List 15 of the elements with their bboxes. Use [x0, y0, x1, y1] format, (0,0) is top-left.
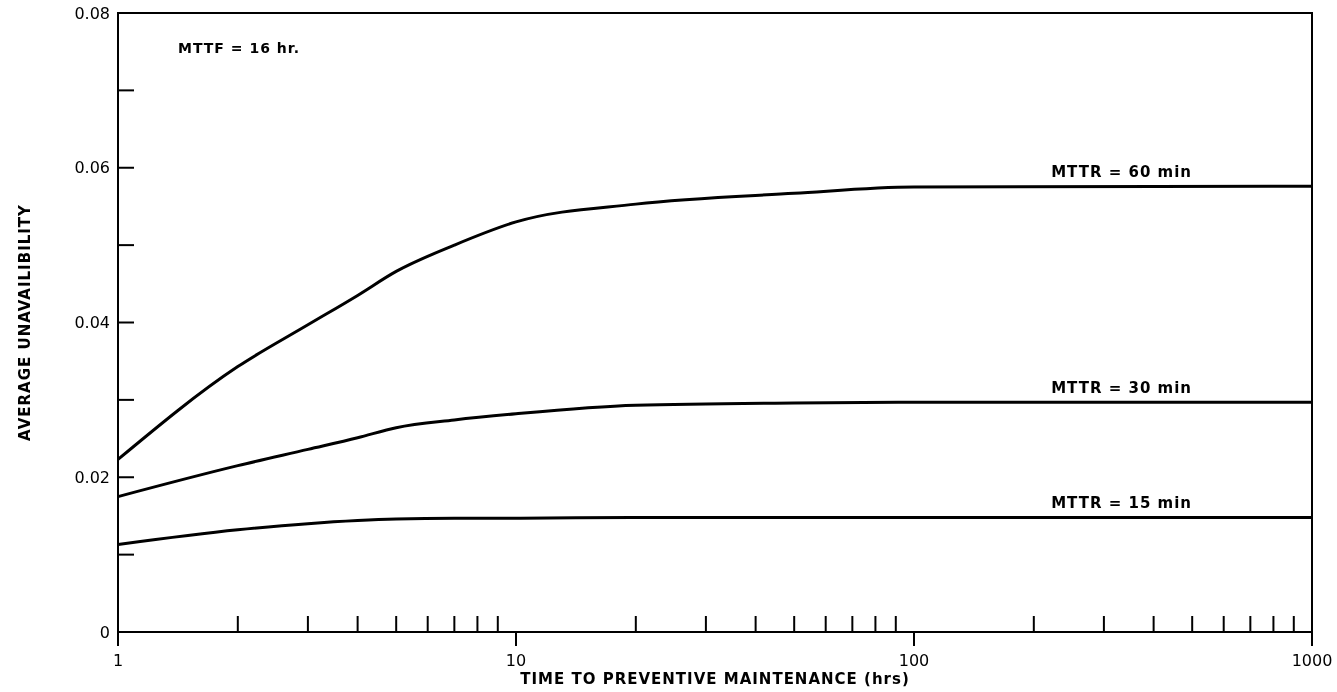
- series-label: MTTR = 60 min: [1051, 163, 1192, 182]
- x-tick-label: 1: [112, 651, 124, 670]
- y-tick-label: 0.08: [74, 3, 110, 23]
- x-axis-title: TIME TO PREVENTIVE MAINTENANCE (hrs): [520, 670, 910, 688]
- annotation: MTTF = 16 hr.: [178, 40, 300, 56]
- y-tick-label: 0: [99, 622, 110, 642]
- series-label: MTTR = 30 min: [1051, 379, 1192, 398]
- x-tick-label: 100: [898, 651, 930, 670]
- y-tick-label: 0.06: [74, 158, 110, 178]
- y-tick-label: 0.04: [74, 313, 110, 333]
- y-axis-title: AVERAGE UNAVAILIBILITY: [16, 203, 34, 441]
- series-label: MTTR = 15 min: [1051, 494, 1192, 513]
- x-tick-label: 1000: [1291, 651, 1333, 670]
- x-tick-label: 10: [505, 651, 527, 670]
- y-tick-label: 0.02: [74, 467, 110, 487]
